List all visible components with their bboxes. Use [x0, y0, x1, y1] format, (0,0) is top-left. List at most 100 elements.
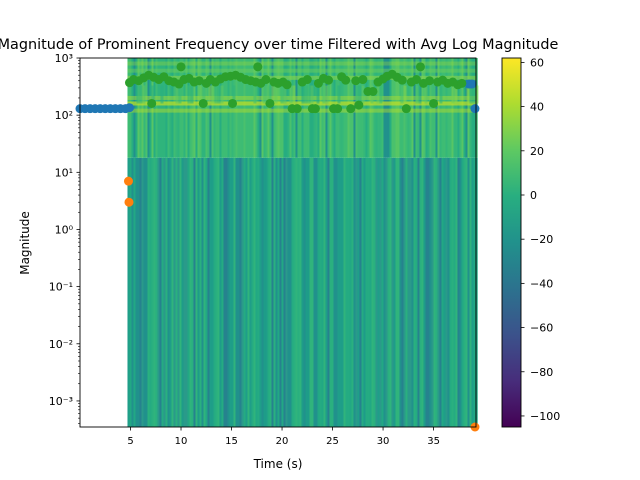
data-point — [397, 75, 407, 85]
data-point — [265, 98, 275, 108]
spectrogram-column — [383, 58, 386, 158]
data-point — [282, 80, 292, 90]
spectrogram-column — [445, 58, 448, 158]
spectrogram-column — [159, 58, 162, 158]
spectrogram-column — [191, 157, 194, 427]
spectrogram-column — [453, 58, 456, 158]
spectrogram-column — [185, 58, 188, 158]
spectrogram-column — [413, 58, 416, 158]
data-point — [341, 75, 351, 85]
spectrogram-column — [143, 157, 146, 427]
colorbar-ticks: 60 40 20 0 −20 −40 −60 −80 −100 — [521, 56, 560, 423]
spectrogram-column — [421, 157, 424, 427]
spectrogram-column — [387, 157, 390, 427]
spectrogram-column — [304, 85, 308, 104]
spectrogram-column — [247, 58, 250, 158]
spectrogram-column — [358, 85, 362, 104]
spectrogram-column — [197, 157, 200, 427]
spectrogram-column — [341, 58, 344, 158]
spectrogram-column — [268, 85, 272, 104]
spectrogram-column — [177, 58, 180, 158]
spectrogram-column — [391, 157, 394, 427]
y-tick-label: 10³ — [55, 52, 73, 65]
spectrogram-column — [421, 58, 424, 158]
spectrogram-column — [225, 58, 228, 158]
spectrogram-column — [169, 157, 172, 427]
spectrogram-column — [251, 157, 254, 427]
spectrogram-column — [271, 58, 274, 158]
spectrogram-column — [475, 157, 478, 427]
spectrogram-column — [429, 157, 432, 427]
spectrogram-column — [325, 58, 328, 158]
spectrogram-column — [267, 58, 270, 158]
spectrogram-column — [139, 58, 142, 158]
spectrogram-column — [257, 157, 260, 427]
spectrogram-column — [459, 58, 462, 158]
data-point — [401, 104, 411, 114]
spectrogram-column — [127, 157, 130, 427]
spectrogram-column — [335, 157, 338, 427]
spectrogram-column — [395, 157, 398, 427]
x-tick-label: 15 — [225, 436, 238, 447]
data-point — [467, 79, 477, 89]
spectrogram-column — [283, 85, 287, 104]
spectrogram-column — [305, 58, 308, 158]
spectrogram-column — [403, 157, 406, 427]
spectrogram-column — [319, 58, 322, 158]
spectrogram-column — [217, 157, 220, 427]
spectrogram-column — [469, 85, 473, 104]
spectrogram-column — [253, 85, 257, 104]
spectrogram-column — [155, 157, 158, 427]
spectrogram-column — [215, 157, 218, 427]
spectrogram-column — [385, 157, 388, 427]
data-point — [425, 76, 435, 86]
spectrogram-column — [417, 157, 420, 427]
colorbar-tick-label: 60 — [530, 56, 544, 69]
spectrogram-column — [142, 85, 146, 104]
spectrogram-column — [285, 58, 288, 158]
spectrogram-column — [301, 157, 304, 427]
data-point — [429, 98, 439, 108]
spectrogram-column — [463, 157, 466, 427]
spectrogram-column — [281, 58, 284, 158]
spectrogram-column — [375, 157, 378, 427]
colorbar-tick-label: −20 — [530, 233, 553, 246]
spectrogram-column — [379, 85, 383, 104]
spectrogram-column — [169, 58, 172, 158]
spectrogram-column — [376, 85, 380, 104]
spectrogram-column — [325, 157, 328, 427]
spectrogram-column — [367, 157, 370, 427]
plot-frame — [79, 57, 477, 428]
spectrogram-column — [339, 157, 342, 427]
spectrogram-column — [233, 157, 236, 427]
spectrogram-column — [461, 157, 464, 427]
spectrogram-column — [287, 157, 290, 427]
spectrogram-column — [267, 157, 270, 427]
spectrogram-column — [429, 58, 432, 158]
spectrogram-column — [391, 58, 394, 158]
spectrogram-column — [263, 58, 266, 158]
spectrogram-column — [341, 157, 344, 427]
spectrogram-column — [327, 157, 330, 427]
data-point — [415, 62, 425, 72]
spectrogram-column — [259, 157, 262, 427]
data-point — [411, 75, 421, 85]
spectrogram-column — [183, 157, 186, 427]
spectrogram-column — [245, 157, 248, 427]
spectrogram-column — [329, 157, 332, 427]
spectrogram-column — [147, 157, 150, 427]
spectrogram-column — [137, 58, 140, 158]
spectrogram-column — [361, 85, 365, 104]
spectrogram-column — [475, 85, 479, 104]
spectrogram-column — [277, 58, 280, 158]
spectrogram-column — [207, 157, 210, 427]
spectrogram-column — [211, 157, 214, 427]
spectrogram-column — [297, 157, 300, 427]
spectrogram-column — [241, 58, 244, 158]
spectrogram-column — [343, 58, 346, 158]
data-point — [354, 100, 364, 110]
spectrogram-column — [321, 157, 324, 427]
spectrogram-column — [403, 85, 407, 104]
colorbar-tick-label: 40 — [530, 101, 544, 114]
